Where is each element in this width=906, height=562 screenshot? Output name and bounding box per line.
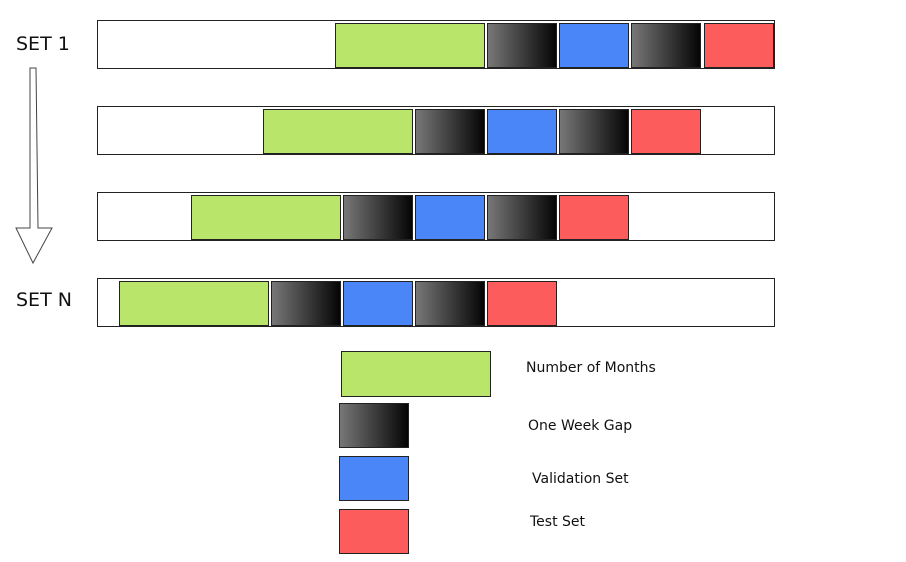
gap-segment <box>487 195 557 240</box>
legend-validation-swatch <box>339 456 409 501</box>
gap-segment <box>631 23 701 68</box>
down-arrow-icon <box>15 67 53 265</box>
gap-segment <box>415 109 485 154</box>
test-segment <box>559 195 629 240</box>
training-segment <box>119 281 269 326</box>
validation-segment <box>343 281 413 326</box>
test-segment <box>704 23 774 68</box>
legend-train-label: Number of Months <box>526 360 656 376</box>
gap-segment <box>559 109 629 154</box>
training-segment <box>263 109 413 154</box>
gap-segment <box>343 195 413 240</box>
gap-segment <box>487 23 557 68</box>
validation-segment <box>559 23 629 68</box>
legend-test-label: Test Set <box>530 514 586 530</box>
training-segment <box>335 23 485 68</box>
set-row <box>97 20 775 69</box>
training-segment <box>191 195 341 240</box>
legend-validation-label: Validation Set <box>532 471 629 487</box>
set-row <box>97 278 775 327</box>
set-row <box>97 106 775 155</box>
legend-test-swatch <box>339 509 409 554</box>
test-segment <box>487 281 557 326</box>
set-n-label: SET N <box>16 289 72 311</box>
test-segment <box>631 109 701 154</box>
gap-segment <box>415 281 485 326</box>
set-1-label: SET 1 <box>16 33 70 55</box>
legend-gap-swatch <box>339 403 409 448</box>
validation-segment <box>415 195 485 240</box>
legend-gap-label: One Week Gap <box>528 418 633 434</box>
validation-segment <box>487 109 557 154</box>
set-row <box>97 192 775 241</box>
legend-train-swatch <box>341 351 491 397</box>
gap-segment <box>271 281 341 326</box>
